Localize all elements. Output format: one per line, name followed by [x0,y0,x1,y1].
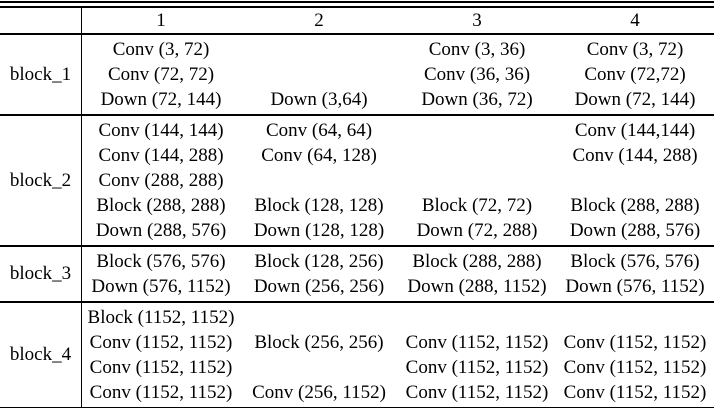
cell-line: Conv (3, 36) [428,39,526,60]
corner-cell [0,8,82,33]
cell-line: Conv (144, 288) [572,145,698,166]
table-cell-b2-c1: Conv (144, 144) Conv (144, 288) Conv (28… [82,116,240,245]
cell-line: Down (288, 1152) [407,276,547,297]
cell-line: Down (72, 144) [100,89,222,110]
cell-line [398,305,556,330]
cell-line: Block (576, 576) [570,251,700,272]
cell-line: Block (288, 288) [570,195,700,216]
cell-line: Conv (144, 288) [98,145,224,166]
cell-line: Down (72, 288) [416,220,538,241]
table-cell-b1-c4: Conv (3, 72) Conv (72,72) Down (72, 144) [556,35,714,114]
block-rule [0,114,714,116]
cell-line: Conv (1152, 1152) [563,332,707,353]
cell-line: Conv (1152, 1152) [563,382,707,403]
cell-line: Block (256, 256) [254,332,384,353]
cell-line: Down (128, 128) [253,220,385,241]
cell-line: Conv (3, 72) [586,39,684,60]
table-cell-b3-c3: Block (288, 288) Down (288, 1152) [398,247,556,301]
cell-line [240,305,398,330]
cell-line: Down (576, 1152) [565,276,705,297]
cell-line [556,305,714,330]
cell-line: Block (128, 256) [254,251,384,272]
block-2-row: block_2 Conv (144, 144) Conv (144, 288) … [0,116,714,245]
table-cell-b3-c1: Block (576, 576) Down (576, 1152) [82,247,240,301]
cell-line [398,168,556,193]
block-1-row: block_1 Conv (3, 72) Conv (72, 72) Down … [0,35,714,114]
table-cell-b2-c2: Conv (64, 64) Conv (64, 128) Block (128,… [240,116,398,245]
row-label-text: block_4 [9,344,72,365]
column-header-1: 1 [156,10,166,31]
cell-line: Conv (288, 288) [98,170,224,191]
table-cell-b4-c1: Block (1152, 1152) Conv (1152, 1152) Con… [82,303,240,407]
cell-line [240,62,398,87]
cell-line: Down (3,64) [270,89,368,110]
cell-line: Conv (256, 1152) [252,382,386,403]
cell-line: Conv (3, 72) [112,39,210,60]
block-rule [0,301,714,303]
cell-line: Conv (72,72) [584,64,686,85]
cell-line: Conv (1152, 1152) [89,332,233,353]
table-cell-b1-c2: Down (3,64) [240,35,398,114]
cell-line: Block (72, 72) [421,195,533,216]
header-rule [0,33,714,35]
cell-line: Conv (1152, 1152) [89,357,233,378]
cell-line: Conv (64, 64) [265,120,373,141]
cell-line: Conv (1152, 1152) [89,382,233,403]
cell-line [240,37,398,62]
cell-line [398,143,556,168]
cell-line: Conv (1152, 1152) [405,357,549,378]
cell-line: Conv (64, 128) [261,145,377,166]
column-header-2: 2 [314,10,324,31]
cell-line: Block (288, 288) [412,251,542,272]
cell-line: Block (576, 576) [96,251,226,272]
table-header-row: 1 2 3 4 [0,8,714,33]
table-cell-b4-c4: Conv (1152, 1152) Conv (1152, 1152) Conv… [556,303,714,407]
table-cell-b3-c2: Block (128, 256) Down (256, 256) [240,247,398,301]
row-label-text: block_2 [9,169,72,191]
cell-line: Conv (72, 72) [107,64,215,85]
cell-line [240,355,398,380]
cell-line: Down (288, 576) [569,220,701,241]
cell-line: Down (256, 256) [253,276,385,297]
cell-line: Down (72, 144) [574,89,696,110]
block-3-row: block_3 Block (576, 576) Down (576, 1152… [0,247,714,301]
row-label-text: block_1 [9,63,72,85]
block-4-row: block_4 Block (1152, 1152) Conv (1152, 1… [0,303,714,407]
cell-line: Conv (144, 144) [98,120,224,141]
cell-line: Conv (1152, 1152) [563,357,707,378]
cell-line: Block (288, 288) [96,195,226,216]
table-cell-b2-c4: Conv (144,144) Conv (144, 288) Block (28… [556,116,714,245]
cell-line: Down (36, 72) [421,89,533,110]
cell-line: Conv (1152, 1152) [405,332,549,353]
cell-line [398,118,556,143]
table-cell-b3-c4: Block (576, 576) Down (576, 1152) [556,247,714,301]
cell-line: Conv (1152, 1152) [405,382,549,403]
table-cell-b2-c3: Block (72, 72) Down (72, 288) [398,116,556,245]
cell-line: Conv (36, 36) [423,64,531,85]
cell-line [240,168,398,193]
cell-line: Down (288, 576) [95,220,227,241]
block-rule [0,245,714,247]
column-header-4: 4 [630,10,640,31]
cell-line: Down (576, 1152) [91,276,231,297]
cell-line: Block (128, 128) [254,195,384,216]
row-label-block-4: block_4 [0,303,82,407]
cell-line: Block (1152, 1152) [87,307,235,328]
table-cell-b1-c1: Conv (3, 72) Conv (72, 72) Down (72, 144… [82,35,240,114]
table-cell-b4-c3: Conv (1152, 1152) Conv (1152, 1152) Conv… [398,303,556,407]
row-label-text: block_3 [9,263,72,284]
cell-line: Conv (144,144) [574,120,696,141]
cell-line [556,168,714,193]
table-cell-b4-c2: Block (256, 256) Conv (256, 1152) [240,303,398,407]
row-label-block-1: block_1 [0,35,82,114]
table-top-double-rule [0,1,714,8]
row-label-block-2: block_2 [0,116,82,245]
column-header-3: 3 [472,10,482,31]
row-label-block-3: block_3 [0,247,82,301]
table-cell-b1-c3: Conv (3, 36) Conv (36, 36) Down (36, 72) [398,35,556,114]
